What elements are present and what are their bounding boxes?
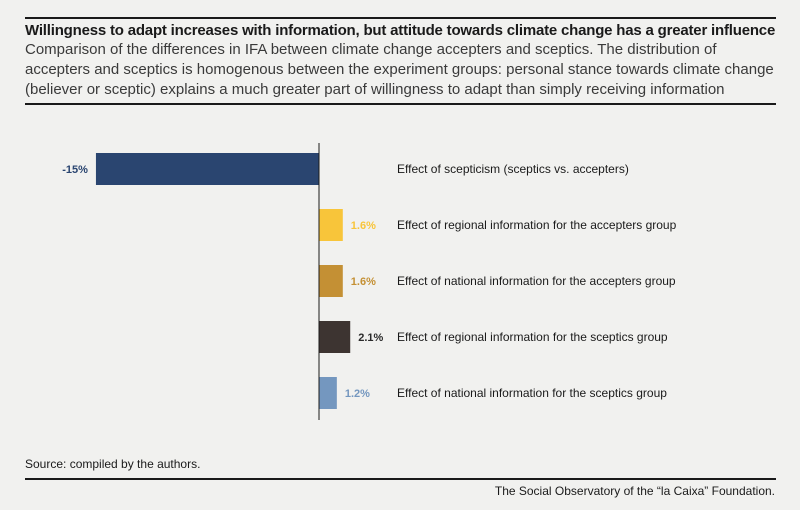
category-label-2: Effect of regional information for the a… — [397, 218, 677, 232]
bar-1 — [95, 153, 319, 185]
bar-value-label-2: 1.6% — [351, 220, 376, 232]
category-label-5: Effect of national information for the s… — [397, 386, 667, 400]
bar-value-label-4: 2.1% — [358, 332, 383, 344]
source-note: Source: compiled by the authors. — [25, 457, 201, 471]
chart-title: Willingness to adapt increases with info… — [25, 22, 776, 39]
bar-value-label-1: -15% — [62, 164, 88, 176]
header-rule — [25, 103, 776, 105]
bar-2 — [319, 209, 343, 241]
category-label-4: Effect of regional information for the s… — [397, 330, 668, 344]
bar-value-label-3: 1.6% — [351, 276, 376, 288]
credit-note: The Social Observatory of the “la Caixa”… — [494, 484, 775, 498]
bar-5 — [319, 377, 337, 409]
bar-3 — [319, 265, 343, 297]
chart-subtitle: Comparison of the differences in IFA bet… — [25, 41, 774, 98]
bar-value-label-5: 1.2% — [345, 388, 370, 400]
bar-4 — [319, 321, 351, 353]
top-rule — [25, 17, 776, 19]
category-label-1: Effect of scepticism (sceptics vs. accep… — [397, 162, 629, 176]
footer-rule — [25, 478, 776, 480]
category-label-3: Effect of national information for the a… — [397, 274, 676, 288]
